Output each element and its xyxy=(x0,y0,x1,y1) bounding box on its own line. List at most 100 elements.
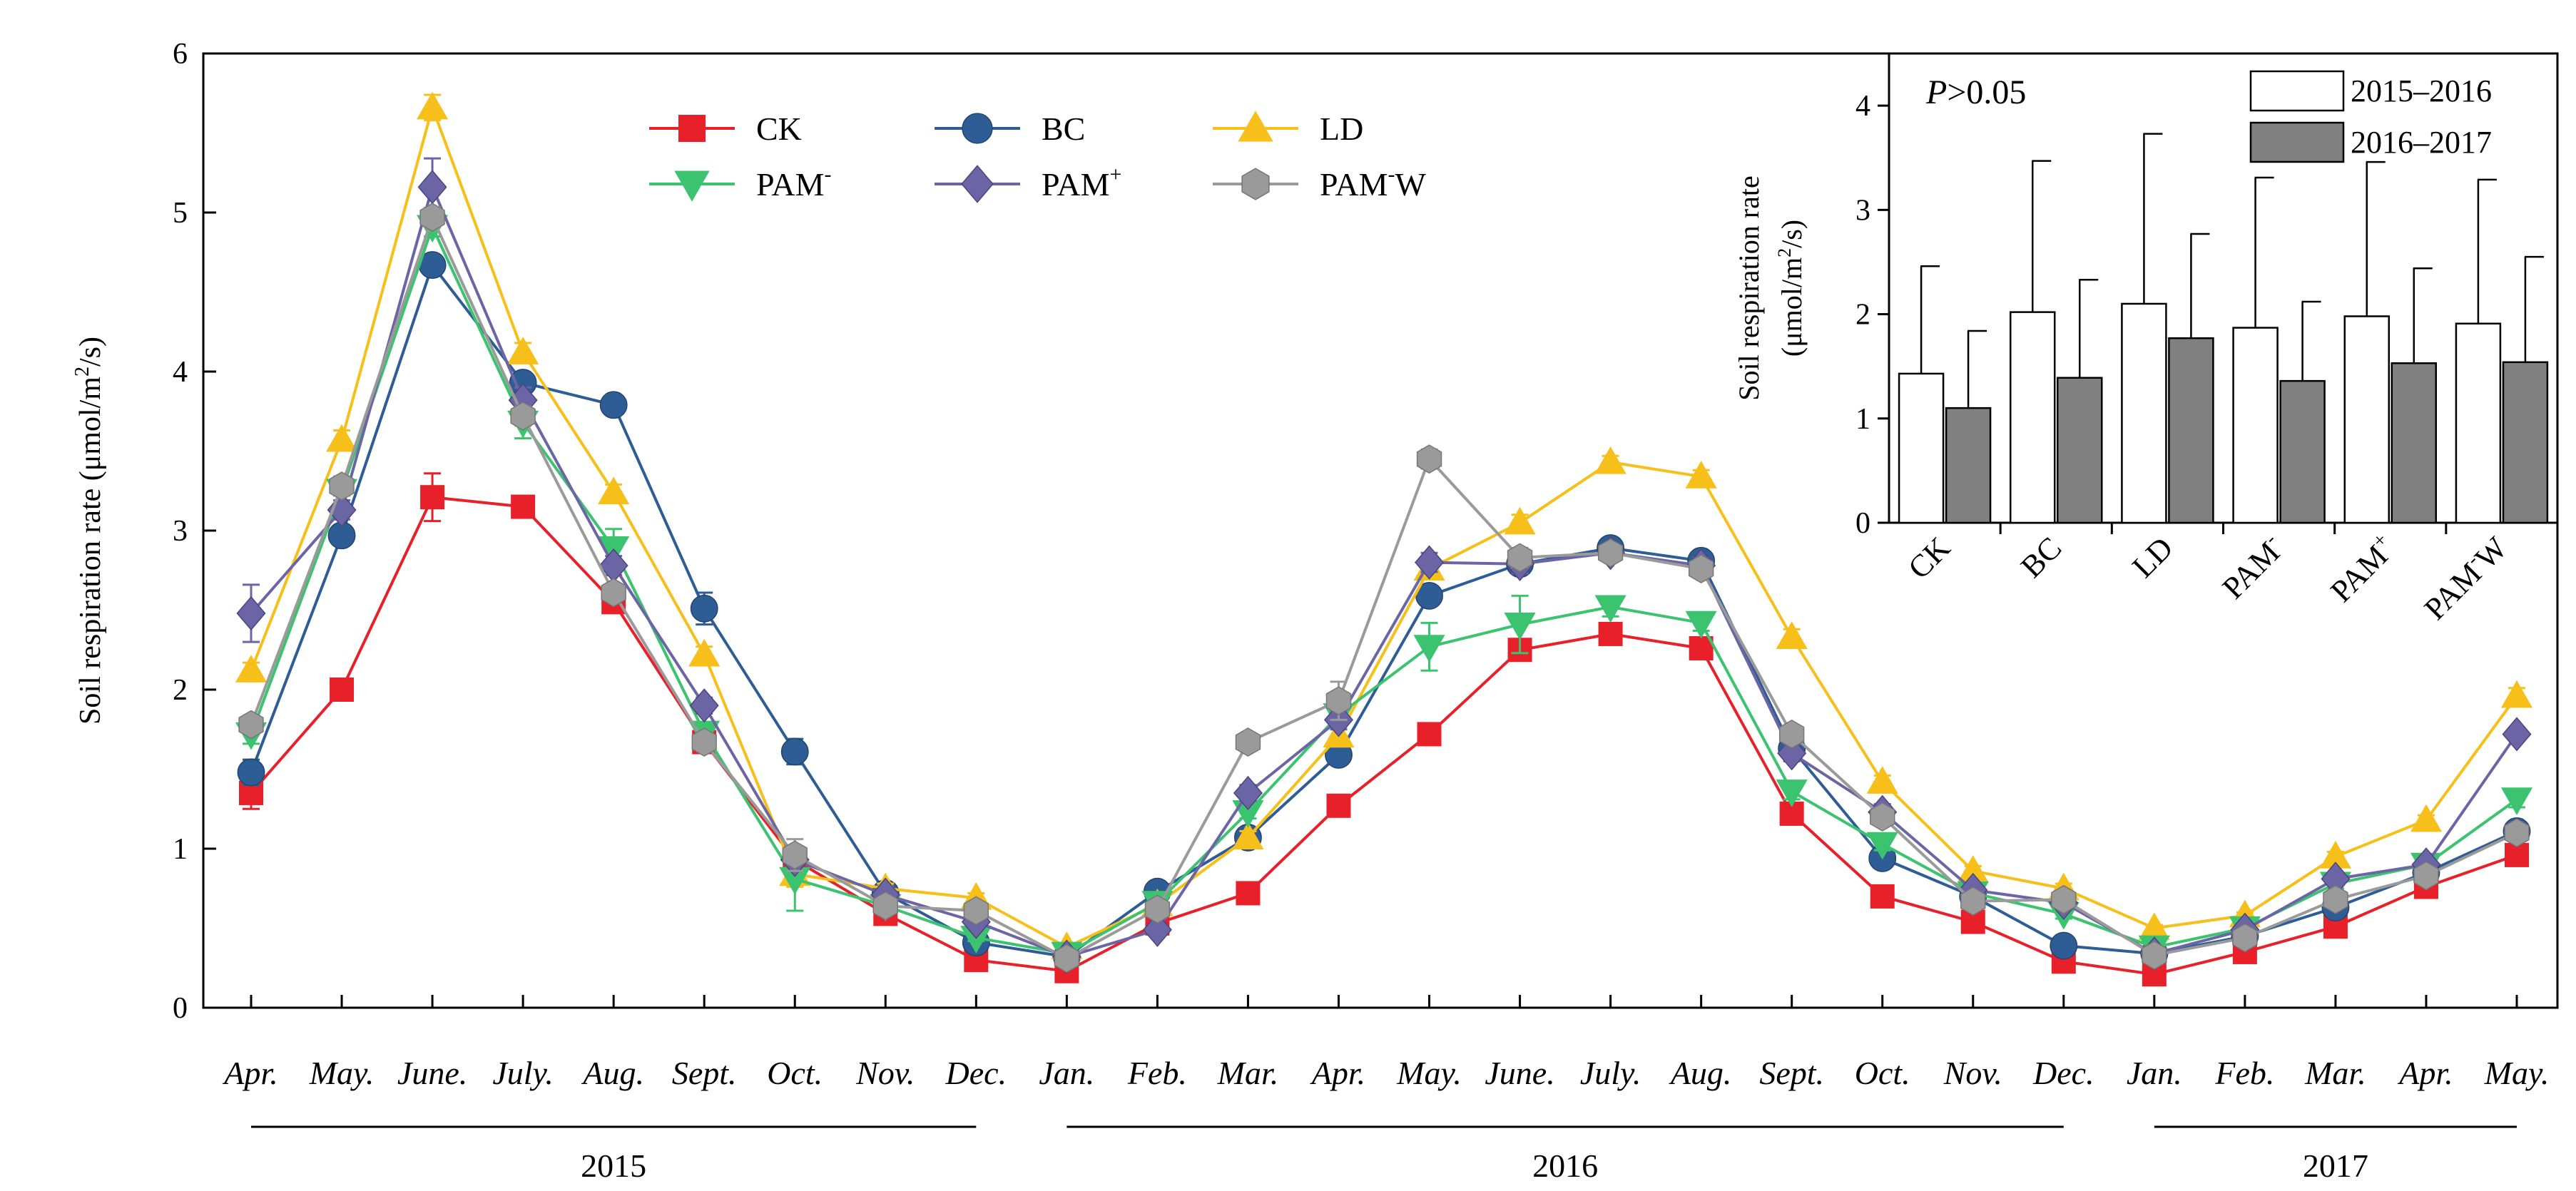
data-point xyxy=(1233,775,1263,811)
series-line xyxy=(250,183,2518,959)
inset-y-axis-label-text: (μmol/m xyxy=(1776,257,1808,357)
legend-item: PAM-W xyxy=(1213,163,1426,203)
data-point xyxy=(1054,944,1080,973)
x-tick-label: Oct. xyxy=(767,1055,823,1091)
x-tick-label: Nov. xyxy=(855,1055,915,1091)
data-point xyxy=(1142,912,1172,947)
inset-y-tick-label: 4 xyxy=(1855,90,1870,123)
x-tick-label: July. xyxy=(492,1055,554,1091)
legend-label-text: PAM xyxy=(1320,166,1388,203)
legend-item: BC xyxy=(935,111,1085,147)
data-point xyxy=(237,758,265,787)
legend-item: CK xyxy=(649,111,802,147)
legend-label: BC xyxy=(1042,111,1085,147)
legend-marker xyxy=(1241,168,1270,200)
data-point xyxy=(2500,787,2533,815)
data-point xyxy=(1960,886,1986,916)
data-point xyxy=(1504,506,1536,535)
series-line xyxy=(250,213,2518,961)
legend-marker xyxy=(674,170,710,202)
x-tick-label: Apr. xyxy=(222,1055,278,1091)
legend-label-text: BC xyxy=(1042,111,1085,147)
data-point xyxy=(2410,804,2443,832)
legend-label: CK xyxy=(756,111,802,147)
data-point xyxy=(960,926,992,954)
legend-label-superscript: - xyxy=(1388,163,1395,186)
data-point xyxy=(601,578,626,608)
x-tick-label: Aug. xyxy=(1669,1055,1732,1091)
data-point xyxy=(1866,832,1898,860)
data-point xyxy=(1778,720,1805,749)
data-point xyxy=(2413,861,2439,891)
data-point xyxy=(1326,793,1351,818)
data-point xyxy=(599,548,628,583)
x-tick-label: June. xyxy=(397,1055,467,1091)
data-point xyxy=(1685,461,1717,489)
data-point xyxy=(1235,727,1261,757)
data-point xyxy=(688,638,721,667)
x-tick-label: May. xyxy=(309,1055,375,1091)
inset-y-axis-label-line2: (μmol/m2/s) xyxy=(1774,220,1808,357)
data-point xyxy=(1415,545,1445,580)
legend-item: LD xyxy=(1213,111,1363,147)
x-tick-label: May. xyxy=(2484,1055,2550,1091)
inset-y-tick-label: 2 xyxy=(1855,299,1870,332)
series-ck xyxy=(239,472,2529,987)
data-point xyxy=(507,337,539,364)
series-pam-plus xyxy=(236,157,2532,974)
year-label: 2016 xyxy=(1532,1147,1598,1184)
data-point xyxy=(2502,717,2532,752)
series-line xyxy=(250,223,2518,956)
x-tick-label: Sept. xyxy=(1759,1055,1824,1091)
data-point xyxy=(2319,841,2352,869)
inset-y-tick-label: 3 xyxy=(1855,194,1870,227)
x-tick-label: June. xyxy=(1485,1055,1554,1091)
p-value-annotation: P>0.05 xyxy=(1925,73,2026,111)
x-tick-label: Aug. xyxy=(581,1055,644,1091)
legend-label-superscript: - xyxy=(824,163,831,186)
x-tick-label: Dec. xyxy=(945,1055,1007,1091)
data-point xyxy=(1870,884,1895,909)
bar xyxy=(2168,337,2214,524)
data-point xyxy=(238,710,264,740)
y-tick-label: 5 xyxy=(173,197,188,230)
bar xyxy=(1945,407,1992,524)
legend-label-text: PAM xyxy=(756,166,824,203)
data-point xyxy=(1232,822,1264,849)
inset-x-tick-label-text: BC xyxy=(2014,530,2068,584)
p-value-text: >0.05 xyxy=(1947,73,2026,111)
inset-x-tick-label-text: LD xyxy=(2125,530,2179,584)
data-point xyxy=(2051,884,2077,914)
data-point xyxy=(1685,610,1717,639)
data-point xyxy=(2504,818,2530,848)
data-point xyxy=(1504,612,1536,640)
data-point xyxy=(1417,722,1442,747)
data-point xyxy=(1144,894,1171,924)
data-point xyxy=(782,840,808,870)
data-point xyxy=(1598,621,1623,646)
legend-label: PAM-W xyxy=(1320,163,1426,203)
data-point xyxy=(236,596,266,631)
bar xyxy=(2391,362,2437,524)
inset-y-axis-label-line1: Soil respiration rate xyxy=(1733,175,1765,400)
x-tick-label: Feb. xyxy=(2214,1055,2274,1091)
data-point xyxy=(963,896,989,926)
y-tick-label: 0 xyxy=(173,992,188,1025)
data-point xyxy=(1866,766,1898,794)
bar xyxy=(2279,379,2326,524)
data-point xyxy=(419,203,445,232)
legend-label-text: CK xyxy=(756,111,802,147)
data-point xyxy=(2232,923,2258,953)
data-point xyxy=(872,891,898,921)
legend-label: PAM+ xyxy=(1042,163,1121,203)
y-axis-label-text: Soil respiration rate (μmol/m xyxy=(74,377,107,725)
data-point xyxy=(1236,881,1261,906)
data-point xyxy=(1416,444,1442,474)
inset-y-axis-label-text: /s) xyxy=(1776,220,1808,248)
data-point xyxy=(1597,538,1624,568)
data-point xyxy=(420,485,445,510)
inset-x-tick-label-text: CK xyxy=(1901,530,1957,586)
